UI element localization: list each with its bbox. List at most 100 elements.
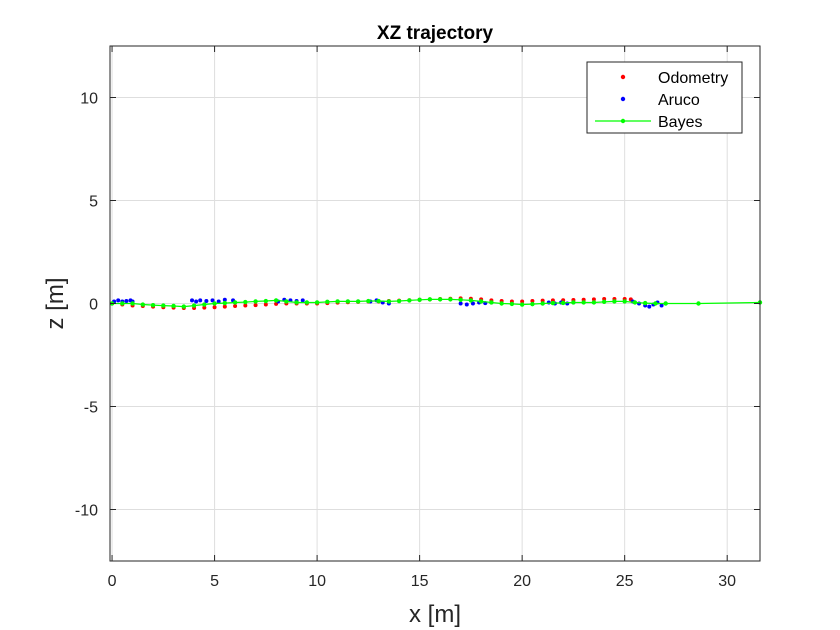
bayes-point <box>632 300 638 305</box>
legend-odometry-marker <box>620 74 626 80</box>
odometry-point <box>233 303 238 308</box>
bayes-point <box>499 301 504 306</box>
bayes-point <box>468 298 474 303</box>
x-tick-label: 5 <box>210 573 219 590</box>
bayes-point <box>345 299 351 304</box>
bayes-point <box>540 301 545 306</box>
bayes-point <box>591 300 597 305</box>
bayes-point <box>294 300 299 305</box>
y-tick-label: 0 <box>89 297 98 314</box>
bayes-point <box>417 297 422 302</box>
bayes-point <box>581 300 586 305</box>
bayes-point <box>509 301 515 307</box>
odometry-point <box>263 302 268 307</box>
odometry-point <box>243 303 248 308</box>
y-tick-label: 5 <box>89 194 98 211</box>
aruco-point <box>659 303 664 308</box>
legend: Odometry Aruco Bayes <box>586 61 743 134</box>
chart-title: XZ trajectory <box>377 23 494 44</box>
odometry-point <box>591 297 596 302</box>
legend-aruco-label: Aruco <box>658 92 700 109</box>
bayes-point <box>120 301 125 306</box>
bayes-point <box>325 299 330 305</box>
bayes-point <box>284 299 289 304</box>
x-tick-label: 25 <box>616 573 634 590</box>
bayes-point <box>314 300 320 305</box>
x-tick-label: 30 <box>718 573 736 590</box>
aruco-point <box>300 298 305 303</box>
odometry-point <box>222 304 227 309</box>
bayes-point <box>171 303 176 309</box>
bayes-point <box>232 300 238 305</box>
bayes-point <box>150 302 156 308</box>
aruco-point <box>464 302 469 307</box>
aruco-point <box>124 299 129 304</box>
legend-odometry-label: Odometry <box>658 70 728 87</box>
aruco-point <box>216 299 221 304</box>
bayes-point <box>601 299 607 305</box>
bayes-point <box>355 299 361 304</box>
x-tick-label: 10 <box>308 573 326 590</box>
bayes-point <box>458 297 463 302</box>
bayes-point <box>366 298 371 304</box>
series-layer <box>109 296 763 311</box>
aruco-point <box>210 298 215 303</box>
bayes-point <box>448 297 453 302</box>
bayes-point <box>335 299 340 304</box>
bayes-point <box>653 301 658 306</box>
bayes-point <box>530 301 535 307</box>
odometry-point <box>253 303 258 308</box>
aruco-point <box>198 298 203 303</box>
bayes-point <box>571 300 576 305</box>
legend-aruco-marker <box>620 96 626 102</box>
x-tick-label: 20 <box>513 573 531 590</box>
bayes-point <box>437 297 443 302</box>
bayes-point <box>140 302 146 307</box>
bayes-point <box>612 299 617 304</box>
aruco-point <box>204 299 209 304</box>
bayes-point <box>663 301 668 306</box>
bayes-point <box>161 303 166 308</box>
odometry-point <box>212 305 217 310</box>
y-tick-label: -5 <box>84 400 98 417</box>
bayes-point <box>642 300 648 306</box>
bayes-point <box>130 301 135 306</box>
bayes-point <box>273 298 279 303</box>
bayes-point <box>202 302 207 307</box>
axis-ticks: 0 5 10 15 20 25 30 -10 -5 0 5 10 <box>75 46 760 590</box>
odometry-point <box>530 299 535 304</box>
aruco-point <box>470 301 475 306</box>
bayes-point <box>181 304 187 309</box>
bayes-point <box>253 299 258 304</box>
aruco-point <box>116 298 121 303</box>
x-tick-label: 15 <box>411 573 429 590</box>
bayes-point <box>550 300 556 306</box>
bayes-point <box>478 299 484 304</box>
aruco-point <box>458 301 463 306</box>
bayes-point <box>304 300 310 305</box>
bayes-point <box>243 299 248 305</box>
bayes-point <box>427 297 433 302</box>
bayes-point <box>560 300 566 306</box>
bayes-point <box>386 299 392 304</box>
y-axis-label: z [m] <box>42 278 69 330</box>
bayes-point <box>622 299 627 304</box>
legend-bayes-label: Bayes <box>658 114 702 131</box>
aruco-point <box>190 298 195 303</box>
bayes-point <box>696 301 701 306</box>
aruco-point <box>647 304 652 309</box>
odometry-point <box>520 299 525 304</box>
odometry-point <box>202 305 207 310</box>
bayes-point <box>191 303 197 308</box>
x-tick-label: 0 <box>108 573 117 590</box>
bayes-point <box>519 302 525 307</box>
x-axis-label: x [m] <box>409 601 461 628</box>
aruco-point <box>194 299 199 304</box>
aruco-point <box>222 297 227 302</box>
bayes-point <box>489 300 494 305</box>
y-tick-label: 10 <box>80 91 98 108</box>
bayes-point <box>212 301 217 306</box>
y-tick-label: -10 <box>75 503 98 520</box>
legend-bayes-marker <box>620 118 626 124</box>
